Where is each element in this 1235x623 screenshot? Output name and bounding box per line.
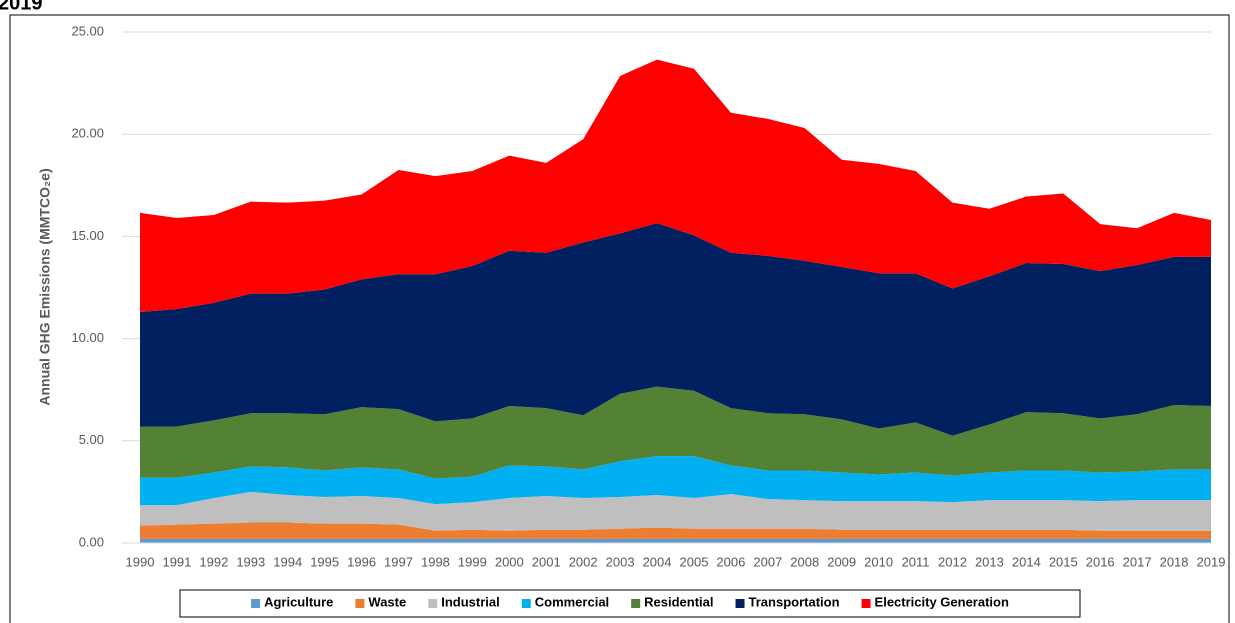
- x-tick-label: 2002: [569, 554, 598, 569]
- x-tick-label: 1992: [199, 554, 228, 569]
- x-tick-label: 2013: [975, 554, 1004, 569]
- area: [140, 456, 1211, 506]
- legend-swatch: [631, 599, 641, 608]
- x-tick-label: 2008: [790, 554, 819, 569]
- x-tick-label: 2009: [827, 554, 856, 569]
- x-tick-label: 2016: [1086, 554, 1115, 569]
- x-tick-label: 1990: [126, 554, 155, 569]
- area: [140, 223, 1211, 436]
- x-tick-label: 2014: [1012, 554, 1041, 569]
- x-tick-label: 2007: [753, 554, 782, 569]
- x-tick-label: 2000: [495, 554, 524, 569]
- x-tick-label: 2003: [606, 554, 635, 569]
- legend-swatch: [355, 599, 365, 608]
- y-axis-label: Annual GHG Emissions (MMTCO₂e): [37, 168, 53, 405]
- y-tick-label: 10.00: [71, 330, 104, 345]
- x-tick-label: 2018: [1160, 554, 1189, 569]
- x-tick-label: 2010: [864, 554, 893, 569]
- x-tick-label: 1998: [421, 554, 450, 569]
- legend-label: Residential: [644, 594, 713, 609]
- area: [140, 59, 1211, 313]
- legend-swatch: [428, 599, 438, 608]
- x-tick-label: 2004: [643, 554, 672, 569]
- legend-label: Agriculture: [264, 594, 333, 609]
- x-tick-label: 2015: [1049, 554, 1078, 569]
- x-tick-label: 2011: [902, 554, 930, 569]
- legend-label: Industrial: [441, 594, 500, 609]
- legend-swatch: [251, 599, 261, 608]
- x-tick-label: 2001: [532, 554, 561, 569]
- x-tick-label: 1999: [458, 554, 487, 569]
- legend-label: Transportation: [749, 594, 840, 609]
- area: [140, 491, 1211, 531]
- x-tick-label: 2017: [1123, 554, 1152, 569]
- area: [140, 522, 1211, 539]
- x-tick-label: 1997: [384, 554, 413, 569]
- y-tick-label: 25.00: [71, 23, 104, 38]
- y-tick-label: 0.00: [79, 534, 104, 549]
- legend-swatch: [521, 599, 531, 608]
- chart-title: 2019: [0, 0, 43, 14]
- x-tick-label: 2019: [1197, 554, 1226, 569]
- legend-label: Waste: [368, 594, 406, 609]
- x-tick-label: 2005: [680, 554, 709, 569]
- legend-label: Commercial: [535, 594, 609, 609]
- x-tick-label: 1995: [310, 554, 339, 569]
- x-tick-label: 1993: [236, 554, 265, 569]
- area: [140, 386, 1211, 479]
- x-tick-label: 2006: [716, 554, 745, 569]
- area: [140, 538, 1211, 543]
- x-tick-label: 1996: [347, 554, 376, 569]
- y-tick-label: 5.00: [79, 432, 104, 447]
- legend-box: [179, 589, 1081, 618]
- x-tick-label: 1991: [162, 554, 191, 569]
- y-tick-label: 15.00: [71, 228, 104, 243]
- legend-swatch: [861, 599, 871, 608]
- x-tick-label: 2012: [938, 554, 967, 569]
- y-tick-label: 20.00: [71, 126, 104, 141]
- legend-label: Electricity Generation: [875, 594, 1009, 609]
- x-tick-label: 1994: [273, 554, 302, 569]
- legend-swatch: [735, 599, 745, 608]
